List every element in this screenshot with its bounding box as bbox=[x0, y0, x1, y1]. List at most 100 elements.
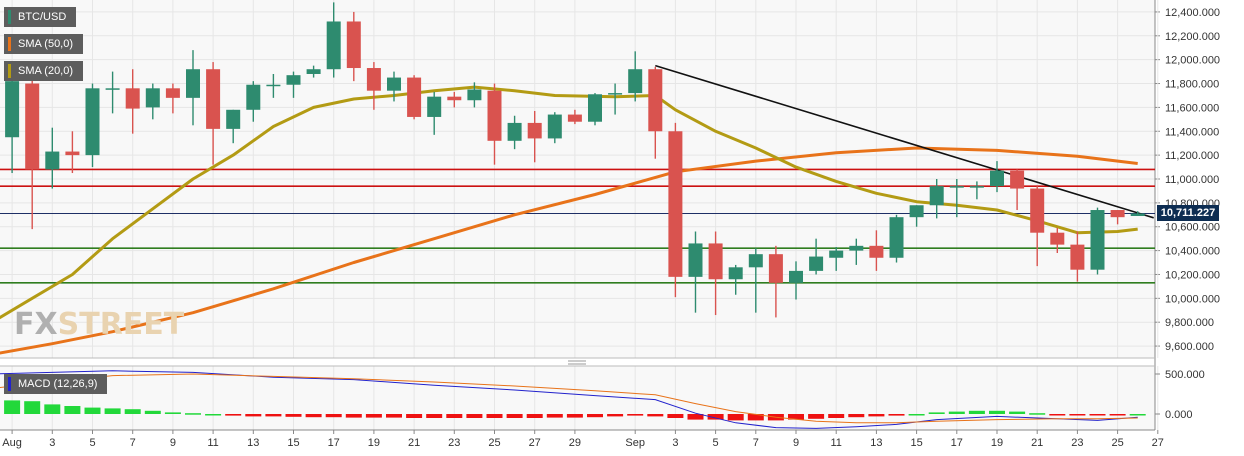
trendline bbox=[655, 64, 1154, 219]
candle-body bbox=[929, 186, 944, 206]
price-tick-label: 12,000.000 bbox=[1165, 55, 1220, 67]
macd-histogram-bar bbox=[1109, 414, 1126, 416]
macd-histogram-bar bbox=[506, 414, 523, 418]
macd-histogram-bar bbox=[1009, 411, 1026, 414]
macd-swatch bbox=[8, 377, 11, 391]
x-tick-label: 27 bbox=[529, 437, 541, 449]
candle-body bbox=[45, 151, 60, 170]
macd-histogram-bar bbox=[888, 414, 905, 416]
price-tick-label: 10,200.000 bbox=[1165, 269, 1220, 281]
candle-body bbox=[567, 114, 582, 122]
legend-sma20[interactable]: SMA (20,0) bbox=[4, 61, 84, 81]
x-tick-label: 3 bbox=[672, 437, 678, 449]
sma20-swatch bbox=[8, 64, 11, 78]
macd-histogram-bar bbox=[747, 414, 764, 421]
macd-histogram-bar bbox=[627, 414, 644, 416]
x-tick-label: 21 bbox=[1031, 437, 1043, 449]
sma50-line bbox=[0, 146, 1138, 355]
x-tick-label: 25 bbox=[1111, 437, 1123, 449]
macd-histogram-bar bbox=[406, 414, 423, 418]
candle-body bbox=[990, 170, 1004, 187]
macd-histogram-bar bbox=[84, 407, 101, 414]
macd-histogram-bar bbox=[325, 414, 342, 418]
candle-body bbox=[165, 88, 180, 98]
macd-histogram-bar bbox=[305, 414, 322, 418]
legend-macd[interactable]: MACD (12,26,9) bbox=[4, 374, 108, 394]
x-tick-label: 17 bbox=[328, 437, 340, 449]
macd-histogram-bar bbox=[144, 410, 161, 414]
macd-histogram-bar bbox=[607, 414, 624, 417]
candle-body bbox=[5, 81, 20, 138]
macd-histogram-bar bbox=[24, 401, 41, 414]
x-tick-label: 25 bbox=[488, 437, 500, 449]
symbol-swatch bbox=[8, 10, 11, 24]
candle-body bbox=[1050, 232, 1065, 245]
macd-histogram-bar bbox=[4, 400, 21, 414]
candle-body bbox=[65, 151, 80, 156]
macd-histogram-bar bbox=[1069, 414, 1086, 416]
macd-histogram-bar bbox=[486, 414, 503, 418]
candle-body bbox=[668, 131, 683, 277]
legend-sma50[interactable]: SMA (50,0) bbox=[4, 34, 84, 54]
x-tick-label: 27 bbox=[1152, 437, 1164, 449]
x-tick-label: Sep bbox=[625, 437, 645, 449]
macd-histogram-bar bbox=[727, 414, 744, 421]
macd-tick-label: 500.000 bbox=[1165, 369, 1205, 381]
x-tick-label: 21 bbox=[408, 437, 420, 449]
macd-histogram-bar bbox=[245, 414, 262, 417]
price-tick-label: 11,200.000 bbox=[1165, 150, 1219, 162]
candle-body bbox=[889, 217, 904, 258]
macd-histogram-bar bbox=[205, 414, 222, 416]
x-tick-label: 9 bbox=[170, 437, 176, 449]
price-tick-label: 11,600.000 bbox=[1165, 102, 1219, 114]
candle-body bbox=[407, 77, 422, 117]
candle-body bbox=[1010, 170, 1025, 189]
x-tick-label: 13 bbox=[870, 437, 882, 449]
legend-sma50-label: SMA (50,0) bbox=[18, 38, 74, 50]
candle-body bbox=[849, 245, 864, 251]
macd-histogram-bar bbox=[908, 414, 925, 416]
x-tick-label: 19 bbox=[991, 437, 1003, 449]
legend-symbol[interactable]: BTC/USD bbox=[4, 7, 77, 27]
macd-histogram-bar bbox=[667, 414, 684, 418]
macd-histogram-bar bbox=[546, 414, 563, 418]
candle-body bbox=[789, 270, 803, 283]
candle-body bbox=[547, 114, 562, 139]
candle-body bbox=[1090, 210, 1105, 270]
candle-body bbox=[467, 89, 482, 101]
fxstreet-watermark: FXSTREET bbox=[14, 307, 184, 342]
candle-body bbox=[588, 94, 602, 122]
candle-body bbox=[748, 254, 763, 268]
candle-body bbox=[346, 21, 361, 69]
candle-body bbox=[1130, 213, 1145, 216]
candle-body bbox=[206, 69, 221, 129]
last-price-tag: 10,711.227 bbox=[1157, 205, 1219, 221]
candle-body bbox=[869, 245, 884, 258]
macd-histogram-bar bbox=[526, 414, 543, 418]
macd-histogram-bar bbox=[285, 414, 302, 417]
x-tick-label: 13 bbox=[247, 437, 259, 449]
candle-body bbox=[1030, 188, 1045, 233]
x-tick-label: 23 bbox=[1071, 437, 1083, 449]
price-tick-label: 9,800.000 bbox=[1165, 317, 1214, 329]
price-tick-label: 9,600.000 bbox=[1165, 341, 1214, 353]
price-tick-label: 12,400.000 bbox=[1165, 7, 1220, 19]
sma50-swatch bbox=[8, 37, 11, 51]
macd-pane-bg bbox=[0, 366, 1155, 430]
price-tick-label: 10,000.000 bbox=[1165, 293, 1220, 305]
candle-body bbox=[226, 109, 241, 129]
candle-body bbox=[366, 68, 381, 91]
candle-body bbox=[829, 250, 844, 258]
x-tick-label: 7 bbox=[130, 437, 136, 449]
price-tick-label: 12,200.000 bbox=[1165, 31, 1220, 43]
candle-body bbox=[728, 267, 743, 280]
x-tick-label: 11 bbox=[830, 437, 841, 449]
price-tick-label: 11,400.000 bbox=[1165, 126, 1219, 138]
macd-tick-label: 0.000 bbox=[1165, 409, 1193, 421]
candle-body bbox=[949, 186, 964, 188]
x-tick-label: 17 bbox=[951, 437, 963, 449]
x-tick-label: 9 bbox=[793, 437, 799, 449]
macd-histogram-bar bbox=[345, 414, 362, 418]
macd-histogram-bar bbox=[788, 414, 804, 420]
